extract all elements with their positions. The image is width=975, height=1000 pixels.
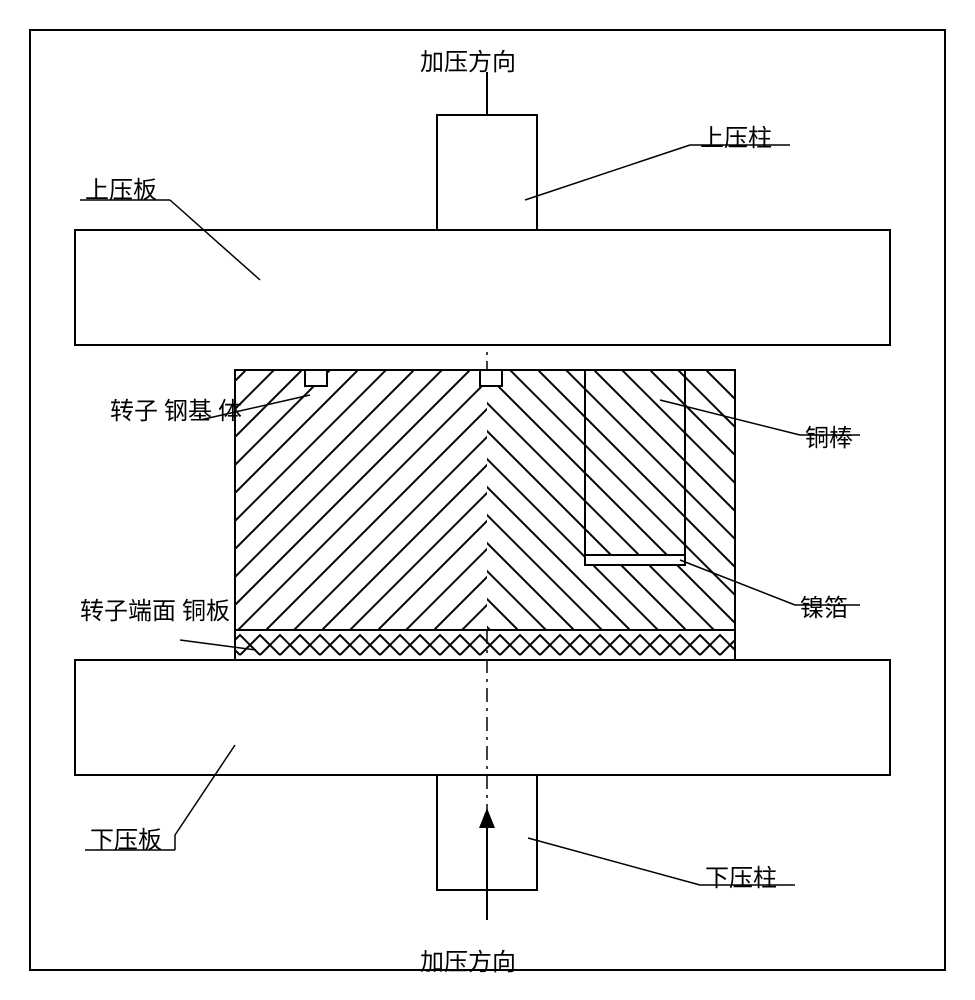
label-top-column: 上压柱	[700, 118, 772, 153]
label-pressure-bottom: 加压方向	[420, 942, 516, 977]
label-top-plate: 上压板	[85, 170, 157, 205]
lead-bottom-column	[528, 838, 700, 885]
copper-end-plate	[235, 630, 735, 660]
label-copper-rod: 铜棒	[805, 418, 853, 453]
top-plate	[75, 230, 890, 345]
rotor-notch-2	[480, 370, 502, 386]
label-copper-plate: 转子端面 铜板	[80, 598, 230, 627]
nickel-foil	[585, 555, 685, 565]
label-pressure-top: 加压方向	[420, 42, 516, 77]
top-column	[437, 115, 537, 230]
label-rotor-body: 转子 钢基 体	[110, 398, 242, 427]
label-bottom-column: 下压柱	[705, 858, 777, 893]
rotor-notch-1	[305, 370, 327, 386]
lead-top-column	[525, 145, 690, 200]
copper-rod	[585, 370, 685, 555]
label-nickel-foil: 镍箔	[800, 588, 848, 623]
label-bottom-plate: 下压板	[90, 820, 162, 855]
bottom-plate	[75, 660, 890, 775]
